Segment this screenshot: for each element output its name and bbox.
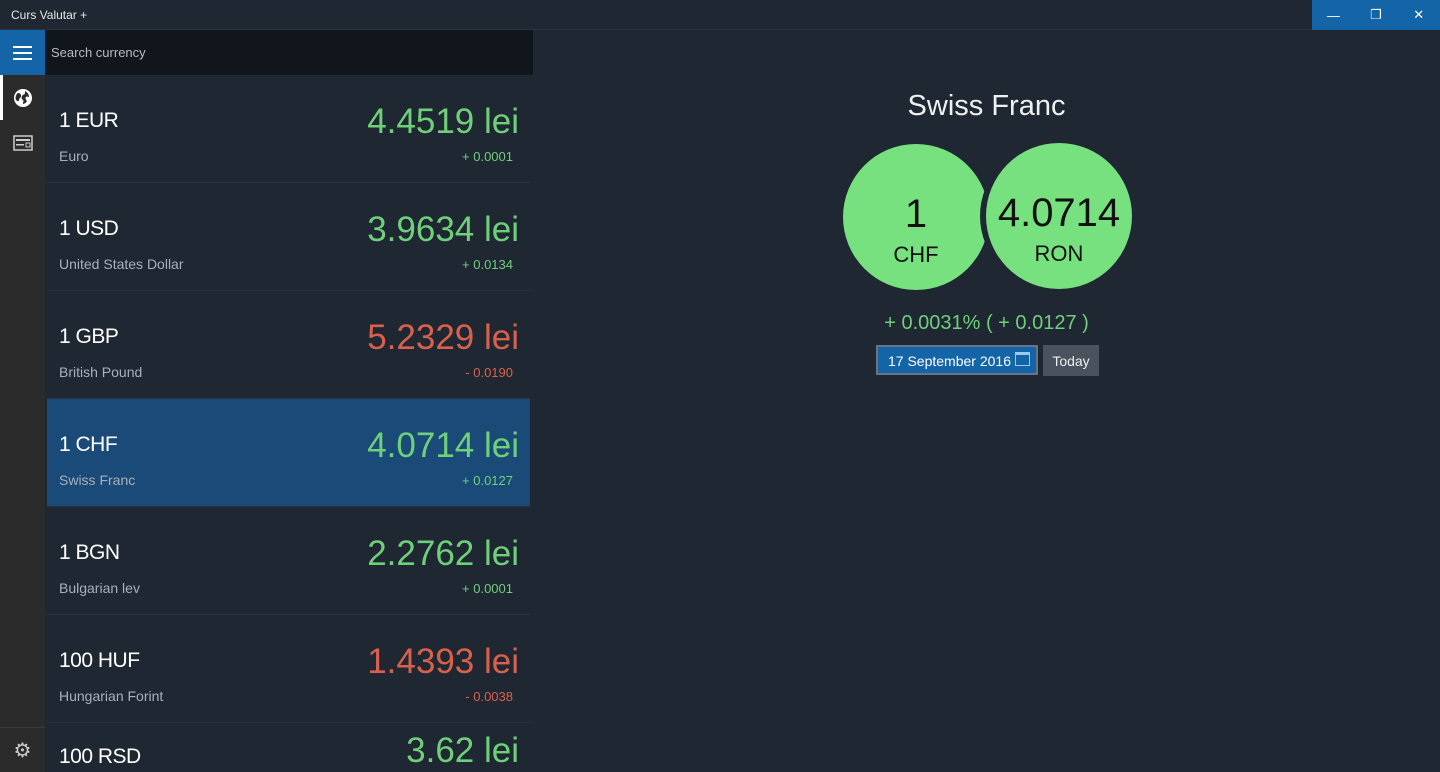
hamburger-menu-button[interactable] (0, 30, 45, 75)
app-title: Curs Valutar + (11, 8, 88, 22)
globe-icon (13, 88, 32, 107)
currency-rate: 2.2762 lei (367, 534, 519, 573)
title-bar: Curs Valutar + — ❐ ✕ (0, 0, 1440, 30)
currency-row[interactable]: 1 USD United States Dollar 3.9634 lei + 0.0… (47, 183, 530, 291)
currency-change: + 0.0134 (462, 257, 513, 272)
currency-rate: 5.2329 lei (367, 318, 519, 357)
today-button[interactable]: Today (1043, 345, 1099, 376)
to-code: RON (1034, 241, 1084, 266)
to-amount: 4.0714 (997, 191, 1121, 235)
currency-row[interactable]: 1 GBP British Pound 5.2329 lei - 0.0190 (47, 291, 530, 399)
nav-rates-button[interactable] (0, 75, 45, 120)
currency-code: 100 RSD (59, 745, 141, 768)
currency-code: 1 GBP (59, 325, 119, 348)
detail-title: Swiss Franc (907, 90, 1066, 122)
currency-rate: 3.9634 lei (367, 210, 519, 249)
restore-button[interactable]: ❐ (1370, 7, 1382, 22)
currency-name: Hungarian Forint (59, 688, 164, 704)
from-code: CHF (893, 242, 939, 267)
currency-change: - 0.0038 (465, 689, 513, 704)
currency-change: + 0.0001 (462, 149, 513, 164)
currency-name: British Pound (59, 364, 143, 380)
currency-change: + 0.0127 (462, 473, 513, 488)
currency-row[interactable]: 1 CHF Swiss Franc 4.0714 lei + 0.0127 (47, 399, 530, 507)
from-circle: 1 CHF (843, 144, 989, 290)
currency-code: 1 BGN (59, 541, 120, 564)
currency-rate: 4.0714 lei (367, 426, 519, 465)
minimize-button[interactable]: — (1326, 7, 1340, 23)
window-controls: — ❐ ✕ (1312, 0, 1440, 30)
currency-code: 1 USD (59, 217, 119, 240)
currency-name: United States Dollar (59, 256, 184, 272)
currency-code: 100 HUF (59, 649, 140, 672)
currency-row[interactable]: 1 EUR Euro 4.4519 lei + 0.0001 (47, 75, 530, 183)
currency-row[interactable]: 1 BGN Bulgarian lev 2.2762 lei + 0.0001 (47, 507, 530, 615)
currency-change: - 0.0190 (465, 365, 513, 380)
gear-icon: ⚙ (13, 739, 32, 762)
currency-rate: 4.4519 lei (367, 102, 519, 141)
change-percent: + 0.0031% ( + 0.0127 ) (884, 312, 1089, 334)
currency-name: Bulgarian lev (59, 580, 140, 596)
currency-name: Euro (59, 148, 89, 164)
card-icon (12, 134, 33, 151)
currency-change: + 0.0001 (462, 581, 513, 596)
settings-button[interactable]: ⚙ (0, 727, 45, 772)
currency-row[interactable]: 100 RSD 3.62 lei (47, 723, 530, 772)
calendar-icon (1015, 352, 1030, 366)
date-picker[interactable]: 17 September 2016 (876, 345, 1038, 375)
to-circle: 4.0714 RON (986, 143, 1132, 289)
from-amount: 1 (904, 192, 928, 236)
currency-code: 1 CHF (59, 433, 118, 456)
nav-converter-button[interactable] (0, 120, 45, 165)
currency-row[interactable]: 100 HUF Hungarian Forint 1.4393 lei - 0.003… (47, 615, 530, 723)
date-value: 17 September 2016 (888, 353, 1011, 369)
currency-list[interactable]: 1 EUR Euro 4.4519 lei + 0.0001 1 USD United S… (45, 75, 533, 772)
currency-rate: 1.4393 lei (367, 642, 519, 681)
close-button[interactable]: ✕ (1413, 7, 1425, 22)
currency-code: 1 EUR (59, 109, 119, 132)
currency-rate: 3.62 lei (406, 731, 519, 770)
search-input[interactable] (45, 30, 533, 75)
nav-pane: ⚙ (0, 30, 45, 772)
currency-name: Swiss Franc (59, 472, 136, 488)
